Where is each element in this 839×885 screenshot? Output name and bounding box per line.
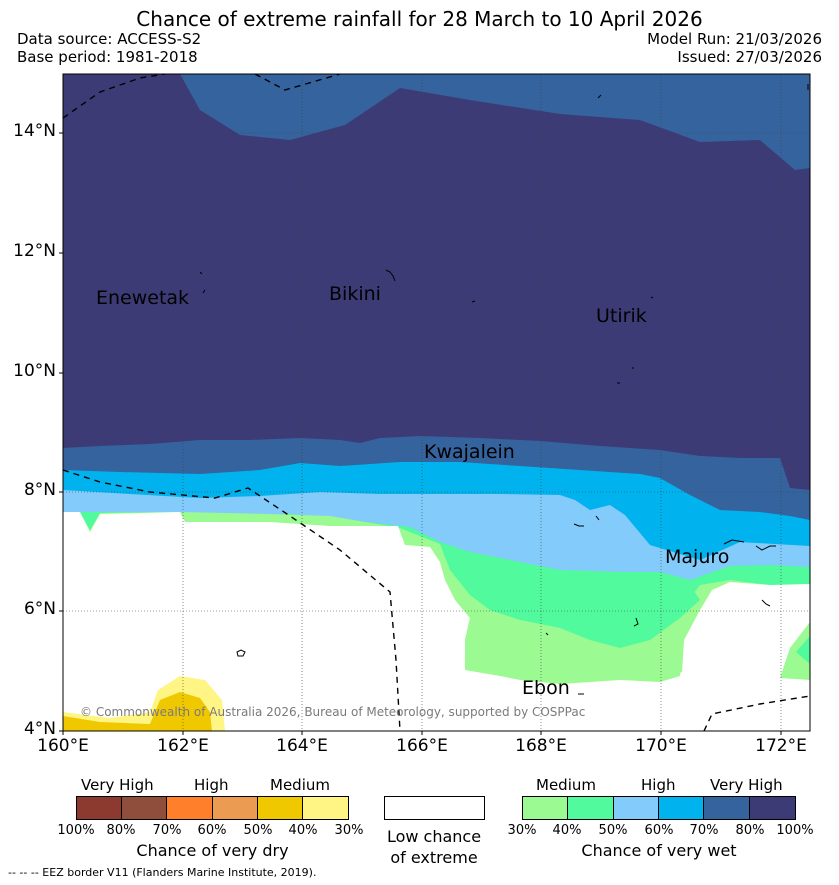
islet-4 bbox=[617, 367, 634, 384]
lon-tick-162: 162°E bbox=[157, 736, 209, 756]
dry-category-very-high: Very High bbox=[81, 776, 154, 794]
place-label-ebon: Ebon bbox=[522, 677, 570, 699]
majuro-atoll bbox=[723, 539, 776, 551]
islands bbox=[199, 84, 809, 695]
wet-category-medium: Medium bbox=[536, 776, 596, 794]
lon-tick-160: 160°E bbox=[37, 736, 89, 756]
axis-ticks bbox=[59, 132, 782, 735]
copyright-notice: © Commonwealth of Australia 2026, Bureau… bbox=[80, 705, 586, 719]
wet-category-high: High bbox=[641, 776, 676, 794]
wet-swatch-70-80 bbox=[704, 797, 750, 819]
dry-legend-caption: Chance of very dry bbox=[136, 841, 289, 860]
lat-tick-14: 14°N bbox=[13, 121, 56, 141]
dry-40-50-patch bbox=[63, 692, 212, 731]
dry-swatch-30-40 bbox=[302, 797, 349, 819]
map-frame bbox=[62, 73, 811, 732]
model-run: Model Run: 21/03/2026 bbox=[647, 30, 822, 48]
dry-pct-80: 80% bbox=[106, 823, 136, 838]
wet-east-patch bbox=[780, 622, 810, 680]
wet-swatch-60-70 bbox=[658, 797, 705, 819]
wet-30-40-ebon-area bbox=[465, 610, 684, 680]
eez-border-note: -- -- -- EEZ border V11 (Flanders Marine… bbox=[8, 866, 317, 879]
wet-pct-60: 60% bbox=[644, 823, 674, 838]
dry-pct-40: 40% bbox=[288, 823, 318, 838]
wet-legend-caption: Chance of very wet bbox=[581, 841, 737, 860]
dry-colorbar bbox=[76, 796, 349, 820]
place-label-enewetak: Enewetak bbox=[96, 287, 190, 309]
lon-tick-168: 168°E bbox=[515, 736, 567, 756]
wet-east-patch-inner bbox=[796, 636, 810, 664]
base-period: Base period: 1981-2018 bbox=[17, 48, 198, 66]
dry-category-medium: Medium bbox=[270, 776, 330, 794]
low-chance-swatch bbox=[384, 796, 485, 820]
wet-pct-100: 100% bbox=[776, 823, 814, 838]
map-title: Chance of extreme rainfall for 28 March … bbox=[136, 7, 703, 31]
dry-pct-100: 100% bbox=[57, 823, 95, 838]
islet-1 bbox=[471, 300, 476, 303]
dry-pct-70: 70% bbox=[152, 823, 182, 838]
lat-tick-10: 10°N bbox=[13, 361, 56, 381]
enewetak-atoll bbox=[199, 271, 206, 294]
wet-pct-80: 80% bbox=[735, 823, 765, 838]
lat-tick-8: 8°N bbox=[23, 480, 56, 500]
wet-category-very-high: Very High bbox=[710, 776, 783, 794]
lon-tick-164: 164°E bbox=[276, 736, 328, 756]
lat-tick-6: 6°N bbox=[23, 599, 56, 619]
data-source: Data source: ACCESS-S2 bbox=[17, 30, 202, 48]
islet-6 bbox=[633, 617, 639, 627]
map-fields bbox=[63, 74, 810, 731]
lat-tick-12: 12°N bbox=[13, 241, 56, 261]
dry-swatch-60-70 bbox=[167, 797, 213, 819]
place-label-majuro: Majuro bbox=[665, 546, 730, 568]
place-label-bikini: Bikini bbox=[329, 283, 381, 305]
lon-tick-166: 166°E bbox=[396, 736, 448, 756]
wet-swatch-40-50 bbox=[568, 797, 614, 819]
wet-colorbar bbox=[522, 796, 796, 820]
wet-pct-30: 30% bbox=[507, 823, 537, 838]
wet-40-50-ebon-pocket bbox=[490, 570, 700, 648]
wet-swatch-30-40 bbox=[523, 797, 569, 819]
issued-date: Issued: 27/03/2026 bbox=[677, 48, 822, 66]
lat-tick-4: 4°N bbox=[23, 719, 56, 739]
wet-pct-70: 70% bbox=[689, 823, 719, 838]
dry-swatch-40-50 bbox=[257, 797, 303, 819]
eez-border bbox=[63, 74, 810, 731]
dry-swatch-80-100 bbox=[77, 797, 123, 819]
wet-swatch-80-100 bbox=[749, 797, 795, 819]
lon-tick-170: 170°E bbox=[635, 736, 687, 756]
dry-swatch-70-80 bbox=[122, 797, 168, 819]
low-chance-south-center bbox=[465, 670, 520, 731]
low-chance-south bbox=[520, 582, 810, 731]
dry-swatch-50-60 bbox=[212, 797, 258, 819]
low-chance-west bbox=[63, 512, 470, 731]
place-label-kwajalein: Kwajalein bbox=[424, 441, 515, 463]
islet-7 bbox=[545, 632, 549, 636]
dry-pct-60: 60% bbox=[197, 823, 227, 838]
islet-8 bbox=[236, 649, 246, 657]
dry-category-high: High bbox=[194, 776, 229, 794]
low-chance-caption-2: of extreme bbox=[390, 848, 478, 867]
bikini-atoll bbox=[385, 269, 396, 282]
islet-9 bbox=[761, 599, 771, 607]
dry-pct-50: 50% bbox=[243, 823, 273, 838]
place-label-utirik: Utirik bbox=[596, 305, 647, 327]
wet-70-80-top-band bbox=[180, 74, 810, 170]
wet-swatch-50-60 bbox=[613, 797, 659, 819]
islet-2 bbox=[597, 94, 602, 99]
low-chance-caption-1: Low chance bbox=[386, 827, 482, 846]
wet-pct-50: 50% bbox=[598, 823, 628, 838]
lon-tick-172: 172°E bbox=[755, 736, 807, 756]
wet-pct-40: 40% bbox=[552, 823, 582, 838]
islet-3 bbox=[650, 296, 654, 299]
islet-5 bbox=[573, 515, 600, 527]
dry-pct-30: 30% bbox=[334, 823, 364, 838]
